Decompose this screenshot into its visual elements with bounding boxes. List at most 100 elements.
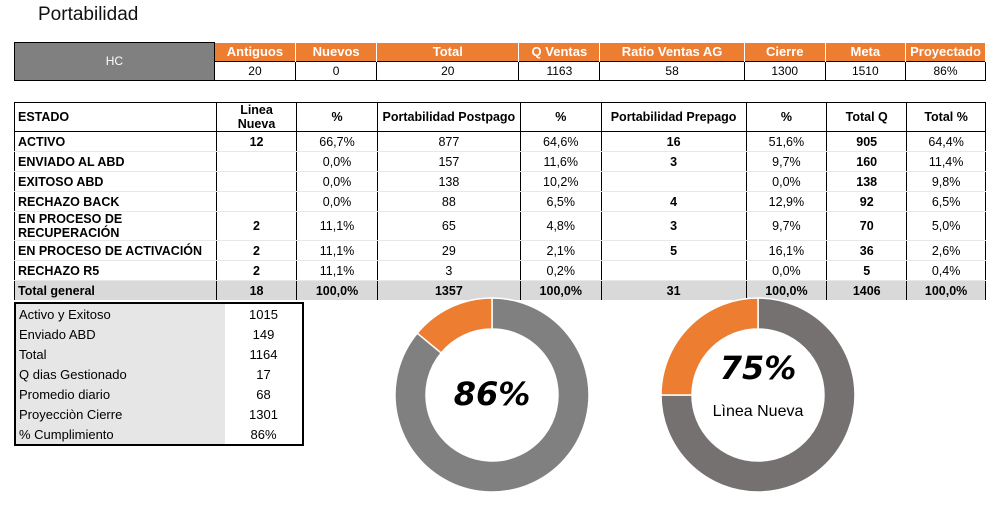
status-cell-total-q[interactable]: 70 [826,211,908,241]
status-cell-linea-nueva[interactable]: 18 [215,280,298,300]
status-cell-pct-prepago[interactable]: 0,0% [745,260,828,281]
hc-header-antiguos: Antiguos [213,42,297,61]
status-cell-pct-postpago[interactable]: 11,6% [519,151,602,172]
status-cell-pct-postpago[interactable]: 4,8% [519,211,602,241]
status-cell-postpago[interactable]: 88 [376,191,521,212]
page-title: Portabilidad [38,4,139,25]
status-cell-total-q[interactable]: 5 [826,260,908,281]
status-cell-pct-prepago[interactable]: 12,9% [745,191,828,212]
status-cell-prepago[interactable] [600,171,747,192]
hc-value-cierre[interactable]: 1300 [743,60,826,81]
status-cell-pct-postpago[interactable]: 100,0% [519,280,602,300]
status-cell-pct-prepago[interactable]: 16,1% [745,240,828,261]
status-cell-pct-prepago[interactable]: 9,7% [745,151,828,172]
status-cell-estado[interactable]: RECHAZO R5 [14,260,217,281]
status-cell-linea-nueva[interactable] [215,151,298,172]
status-cell-pct-prepago[interactable]: 0,0% [745,171,828,192]
hc-value-proyectado[interactable]: 86% [905,60,986,81]
status-cell-postpago[interactable]: 29 [376,240,521,261]
summary-value[interactable]: 68 [225,384,303,404]
status-cell-postpago[interactable]: 138 [376,171,521,192]
summary-value[interactable]: 17 [225,364,303,384]
status-cell-linea-nueva[interactable] [215,191,298,212]
status-cell-total-pct[interactable]: 100,0% [906,280,986,300]
summary-value[interactable]: 86% [225,424,303,445]
status-cell-total-q[interactable]: 92 [826,191,908,212]
status-cell-total-pct[interactable]: 9,8% [906,171,986,192]
status-cell-total-q[interactable]: 36 [826,240,908,261]
status-cell-estado[interactable]: ACTIVO [14,131,217,152]
hc-value-nuevos[interactable]: 0 [295,60,378,81]
status-row: EXITOSO ABD 0,0% 138 10,2% 0,0% 138 9,8% [14,171,986,192]
summary-value[interactable]: 1164 [225,344,303,364]
status-cell-prepago[interactable]: 3 [600,151,747,172]
status-header-linea-nueva: Linea Nueva [215,102,298,132]
status-cell-linea-nueva[interactable]: 2 [215,211,298,241]
status-cell-estado[interactable]: EXITOSO ABD [14,171,217,192]
status-cell-prepago[interactable]: 3 [600,211,747,241]
status-cell-total-q[interactable]: 1406 [826,280,908,300]
status-cell-total-pct[interactable]: 6,5% [906,191,986,212]
status-cell-pct-linea[interactable]: 100,0% [296,280,378,300]
status-cell-postpago[interactable]: 1357 [376,280,521,300]
status-cell-total-pct[interactable]: 5,0% [906,211,986,241]
status-cell-pct-prepago[interactable]: 100,0% [745,280,828,300]
status-cell-postpago[interactable]: 3 [376,260,521,281]
status-cell-total-q[interactable]: 905 [826,131,908,152]
summary-value[interactable]: 149 [225,324,303,344]
status-cell-estado[interactable]: Total general [14,280,217,300]
status-cell-linea-nueva[interactable]: 12 [215,131,298,152]
status-cell-linea-nueva[interactable] [215,171,298,192]
status-cell-total-q[interactable]: 160 [826,151,908,172]
status-cell-estado[interactable]: EN PROCESO DE RECUPERACIÓN [14,211,217,241]
status-cell-pct-linea[interactable]: 66,7% [296,131,378,152]
status-cell-pct-linea[interactable]: 11,1% [296,240,378,261]
status-cell-total-q[interactable]: 138 [826,171,908,192]
hc-header-ratio-ventas: Ratio Ventas AG [599,42,745,61]
status-cell-pct-linea[interactable]: 0,0% [296,151,378,172]
summary-value[interactable]: 1301 [225,404,303,424]
status-cell-pct-postpago[interactable]: 2,1% [519,240,602,261]
status-cell-pct-prepago[interactable]: 51,6% [745,131,828,152]
hc-value-antiguos[interactable]: 20 [213,60,297,81]
status-cell-pct-linea[interactable]: 0,0% [296,191,378,212]
status-cell-postpago[interactable]: 65 [376,211,521,241]
hc-value-ratio-ventas[interactable]: 58 [599,60,745,81]
status-cell-total-pct[interactable]: 2,6% [906,240,986,261]
status-cell-linea-nueva[interactable]: 2 [215,260,298,281]
status-cell-estado[interactable]: ENVIADO AL ABD [14,151,217,172]
summary-row: Activo y Exitoso 1015 [15,303,303,324]
status-cell-estado[interactable]: RECHAZO BACK [14,191,217,212]
status-cell-pct-postpago[interactable]: 64,6% [519,131,602,152]
status-cell-linea-nueva[interactable]: 2 [215,240,298,261]
status-cell-pct-linea[interactable]: 11,1% [296,211,378,241]
status-cell-prepago[interactable]: 4 [600,191,747,212]
summary-value[interactable]: 1015 [225,303,303,324]
summary-label: % Cumplimiento [15,424,225,445]
status-cell-pct-linea[interactable]: 0,0% [296,171,378,192]
donut-segment-rest [660,297,759,396]
status-total-row: Total general 18 100,0% 1357 100,0% 31 100,0% 1… [14,280,986,300]
status-cell-pct-prepago[interactable]: 9,7% [745,211,828,241]
hc-value-total[interactable]: 20 [376,60,520,81]
status-cell-prepago[interactable] [600,260,747,281]
status-cell-total-pct[interactable]: 64,4% [906,131,986,152]
status-cell-prepago[interactable]: 31 [600,280,747,300]
status-cell-prepago[interactable]: 5 [600,240,747,261]
status-cell-total-pct[interactable]: 0,4% [906,260,986,281]
status-row: EN PROCESO DE RECUPERACIÓN 2 11,1% 65 4,8% 3 9… [14,211,986,241]
status-cell-postpago[interactable]: 877 [376,131,521,152]
status-cell-postpago[interactable]: 157 [376,151,521,172]
status-header-estado: ESTADO [14,102,217,132]
status-cell-pct-postpago[interactable]: 10,2% [519,171,602,192]
hc-value-q-ventas[interactable]: 1163 [518,60,601,81]
status-header-postpago: Portabilidad Postpago [376,102,521,132]
status-header-total-q: Total Q [826,102,908,132]
status-cell-pct-postpago[interactable]: 0,2% [519,260,602,281]
status-cell-pct-postpago[interactable]: 6,5% [519,191,602,212]
status-cell-prepago[interactable]: 16 [600,131,747,152]
status-cell-estado[interactable]: EN PROCESO DE ACTIVACIÓN [14,240,217,261]
status-cell-pct-linea[interactable]: 11,1% [296,260,378,281]
hc-value-meta[interactable]: 1510 [824,60,907,81]
status-cell-total-pct[interactable]: 11,4% [906,151,986,172]
